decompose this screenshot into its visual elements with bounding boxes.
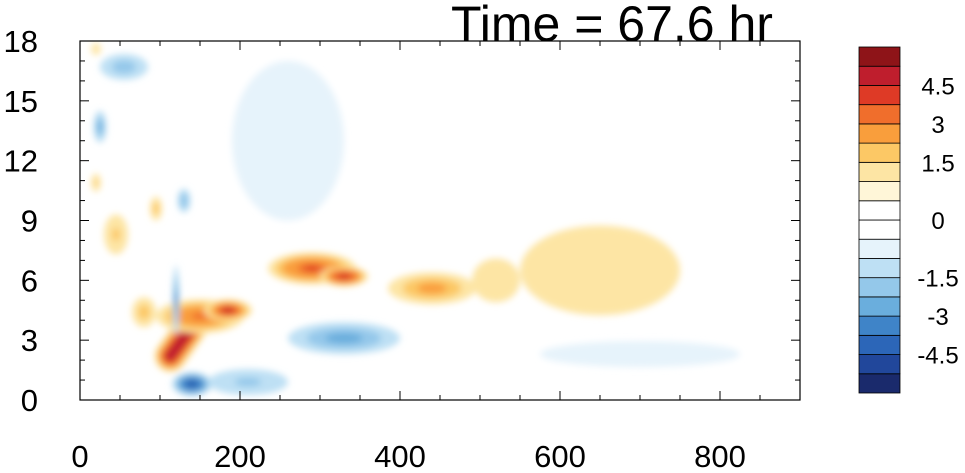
y-tick-label: 3: [21, 323, 38, 358]
colorbar-box: [858, 219, 901, 240]
colorbar-box: [858, 123, 901, 144]
colorbar: 4.5 3 1.5 0 -1.5 -3 -4.5: [858, 46, 959, 394]
y-tick-label: 12: [4, 144, 38, 179]
colorbar-label: 0: [931, 208, 944, 235]
colorbar-label: -1.5: [917, 266, 958, 293]
contour-feature-2: [224, 308, 232, 313]
colorbar-box: [858, 142, 901, 163]
colorbar-box: [858, 85, 901, 106]
colorbar-box: [858, 104, 901, 125]
contour-feature-8: [112, 227, 120, 242]
y-tick-label: 15: [4, 84, 38, 119]
axes: 0 200 400 600 800 0 3 6 9 12 15 18: [4, 24, 801, 473]
contour-feature-15: [325, 332, 363, 344]
y-tick-label: 18: [4, 24, 38, 59]
colorbar-label: -3: [927, 304, 948, 331]
contour-feature-3: [304, 265, 320, 272]
x-tick-label: 600: [534, 439, 586, 473]
contour-feature-14: [234, 377, 262, 387]
contour-feature-5: [417, 282, 447, 294]
contour-feature-9: [94, 179, 98, 186]
contour-feature-1: [191, 312, 209, 320]
contour-feature-10: [153, 202, 159, 215]
colorbar-box: [858, 373, 901, 394]
colorbar-box: [858, 258, 901, 279]
colorbar-label: -4.5: [917, 343, 958, 370]
contour-field: [91, 42, 740, 397]
contour-feature-12: [93, 45, 99, 52]
colorbar-label: 1.5: [921, 150, 954, 177]
contour-feature-20: [232, 60, 344, 221]
y-tick-label: 0: [21, 383, 38, 418]
colorbar-box: [858, 46, 901, 67]
contour-feature-4: [340, 274, 348, 278]
contour-feature-17: [112, 60, 136, 74]
contour-feature-19: [174, 291, 178, 310]
chart-title: Time = 67.6 hr: [451, 0, 773, 52]
contour-feature-18: [181, 196, 187, 205]
colorbar-box: [858, 354, 901, 375]
colorbar-box: [858, 277, 901, 298]
contour-feature-21: [540, 341, 740, 368]
y-tick-label: 6: [21, 263, 38, 298]
colorbar-box: [858, 161, 901, 182]
contour-feature-16: [97, 121, 103, 133]
x-tick-label: 0: [71, 439, 88, 473]
contour-feature-6: [484, 269, 508, 292]
colorbar-box: [858, 334, 901, 355]
colorbar-box: [858, 200, 901, 221]
y-tick-label: 9: [21, 204, 38, 239]
x-tick-label: 800: [694, 439, 746, 473]
colorbar-box: [858, 296, 901, 317]
contour-feature-11: [138, 304, 150, 320]
contour-feature-7: [520, 225, 680, 316]
x-tick-label: 400: [374, 439, 426, 473]
contour-feature-13: [189, 382, 195, 386]
colorbar-label: 4.5: [921, 73, 954, 100]
colorbar-box: [858, 65, 901, 86]
colorbar-box: [858, 315, 901, 336]
colorbar-box: [858, 238, 901, 259]
colorbar-box: [858, 181, 901, 202]
colorbar-label: 3: [931, 112, 944, 139]
x-tick-label: 200: [214, 439, 266, 473]
